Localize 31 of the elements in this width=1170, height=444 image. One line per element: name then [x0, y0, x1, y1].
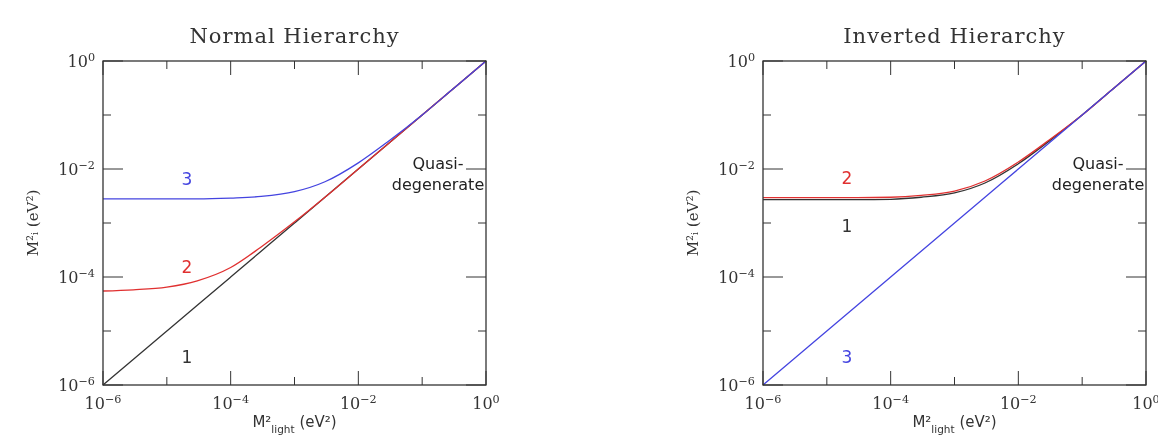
y-axis-title: M²ᵢ (eV²) — [24, 189, 42, 257]
x-tick-label: 10$^{−4}$ — [872, 392, 910, 413]
x-tick-label: 10$^{−4}$ — [212, 392, 250, 413]
x-tick-label: 10$^{−2}$ — [339, 392, 377, 413]
x-axis-title: M²$_{light}$ (eV²) — [912, 413, 997, 435]
series-label: 1 — [841, 215, 853, 236]
series-label: 2 — [841, 167, 853, 188]
chart-title: Inverted Hierarchy — [843, 24, 1066, 48]
y-tick-label: 10$^{0}$ — [67, 50, 95, 71]
y-tick-label: 10$^{−2}$ — [718, 158, 755, 179]
annotation: Quasi- degenerate — [391, 154, 485, 194]
x-tick-label: 10$^{−2}$ — [999, 392, 1037, 413]
series-label: 3 — [181, 168, 193, 189]
series-label: 2 — [181, 257, 193, 278]
chart-title: Normal Hierarchy — [189, 24, 400, 48]
annotation: Quasi- degenerate — [1051, 154, 1145, 194]
x-tick-label: 10$^{−6}$ — [84, 392, 122, 413]
y-tick-label: 10$^{−4}$ — [718, 266, 755, 287]
y-tick-label: 10$^{0}$ — [727, 50, 755, 71]
x-axis-title: M²$_{light}$ (eV²) — [252, 413, 337, 435]
x-tick-label: 10$^{0}$ — [472, 392, 500, 413]
line-series — [102, 60, 487, 200]
line-series — [762, 60, 1147, 386]
y-tick-label: 10$^{−6}$ — [58, 374, 95, 395]
y-tick-label: 10$^{−4}$ — [58, 266, 95, 287]
x-tick-label: 10$^{−6}$ — [744, 392, 782, 413]
series-label: 3 — [841, 347, 853, 367]
series-label: 1 — [181, 347, 193, 367]
y-tick-label: 10$^{−2}$ — [58, 158, 95, 179]
y-axis-title: M²ᵢ (eV²) — [684, 189, 702, 257]
y-tick-label: 10$^{−6}$ — [718, 374, 755, 395]
